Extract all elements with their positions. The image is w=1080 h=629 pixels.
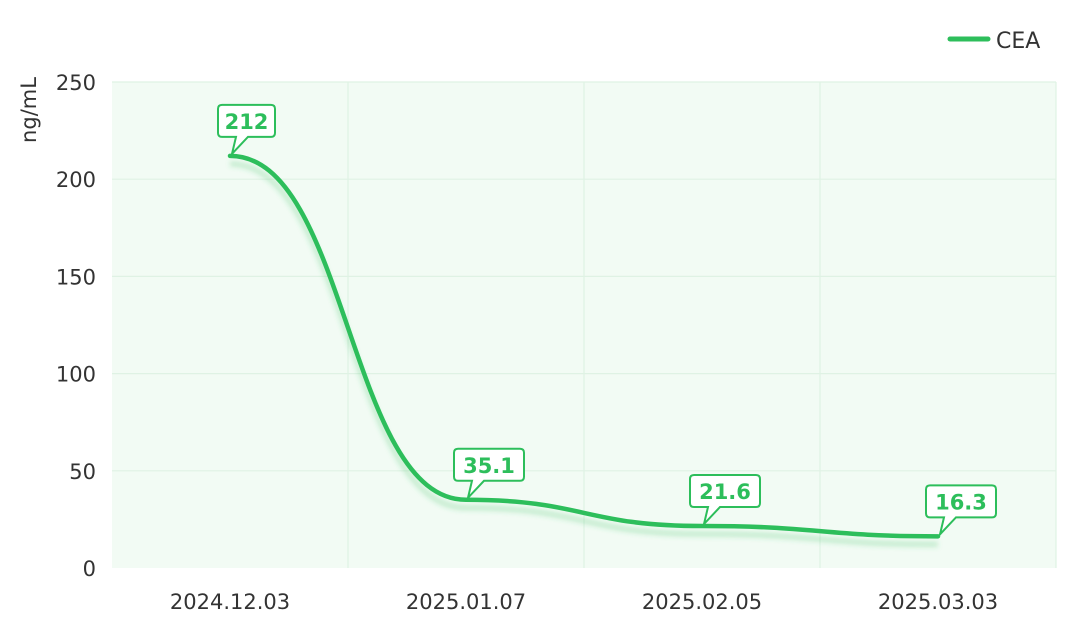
x-tick-label-3: 2025.03.03	[878, 590, 998, 614]
x-tick-label-0: 2024.12.03	[170, 590, 290, 614]
series-line-shadow-cea	[229, 160, 939, 548]
y-tick-label-5: 250	[56, 71, 96, 95]
y-axis: 0 50 100 150 200 250	[56, 71, 96, 581]
y-axis-title: ng/mL	[17, 77, 41, 143]
y-tick-label-4: 200	[56, 168, 96, 192]
data-label-box-2	[689, 474, 761, 528]
data-label-1: 35.1	[453, 447, 525, 502]
data-labels: 212 35.1 21.6 16.3	[217, 103, 997, 538]
series-layer	[227, 153, 941, 548]
y-tick-label-0: 0	[83, 557, 96, 581]
x-tick-label-1: 2025.01.07	[406, 590, 526, 614]
y-tick-label-1: 50	[69, 460, 96, 484]
x-tick-label-2: 2025.02.05	[642, 590, 762, 614]
data-label-text-2: 21.6	[699, 480, 751, 504]
legend-label-cea: CEA	[996, 29, 1040, 54]
x-axis: 2024.12.03 2025.01.07 2025.02.05 2025.03.03	[170, 590, 998, 614]
data-label-text-0: 212	[225, 110, 269, 134]
data-label-box-0	[217, 103, 276, 158]
data-label-box-1	[453, 447, 525, 502]
y-tick-label-2: 100	[56, 363, 96, 387]
y-tick-label-3: 150	[56, 265, 96, 289]
series-line-cea	[227, 153, 941, 539]
data-label-3: 16.3	[925, 484, 997, 538]
data-label-box-3	[925, 484, 997, 538]
data-label-0: 212	[217, 103, 276, 158]
legend[interactable]: CEA	[947, 29, 1040, 54]
data-label-text-1: 35.1	[463, 454, 515, 478]
data-label-2: 21.6	[689, 474, 761, 528]
data-label-text-3: 16.3	[935, 490, 987, 514]
